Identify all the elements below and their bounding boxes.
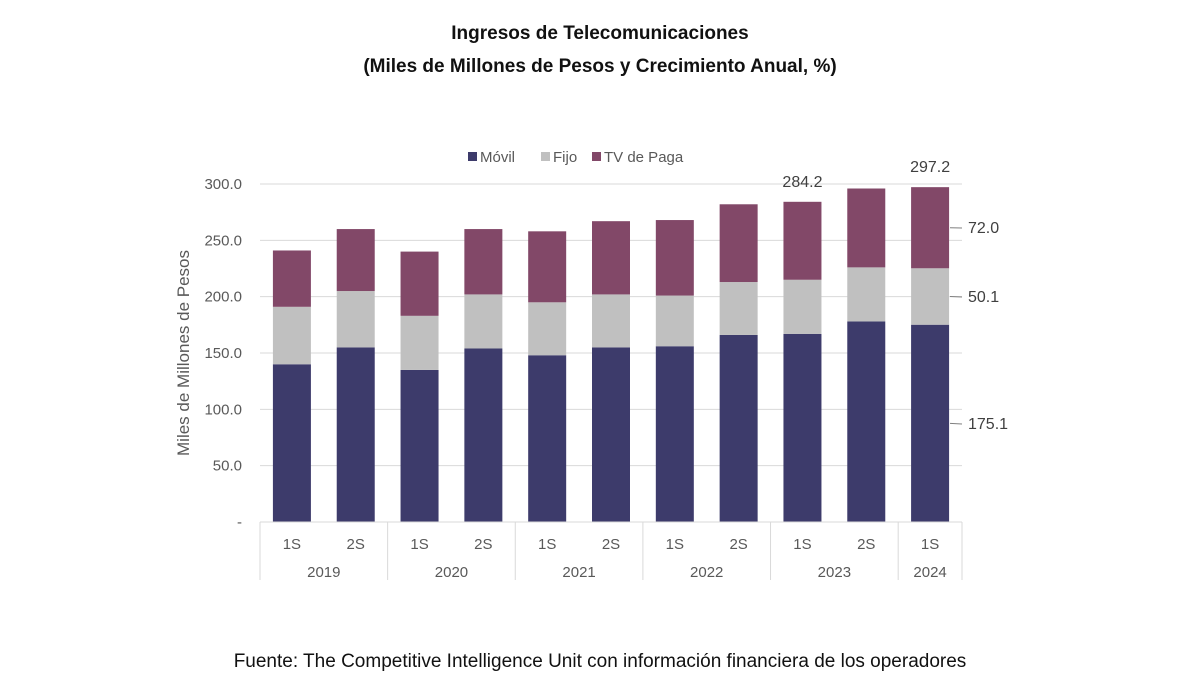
bar-segment-fijo <box>847 267 886 322</box>
x-tick-label: 1S <box>921 536 939 553</box>
year-label: 2020 <box>435 564 468 581</box>
x-tick-label: 2S <box>474 536 492 553</box>
x-tick-label: 2S <box>857 536 875 553</box>
bar-segment-movil <box>400 369 439 522</box>
y-axis-ticks: - 50.0 100.0 150.0 200.0 250.0 300.0 <box>204 176 242 531</box>
x-tick-label: 1S <box>538 536 556 553</box>
y-tick-label: 200.0 <box>204 289 242 306</box>
annotations: 284.2 297.2 175.1 50.1 72.0 <box>782 159 1008 433</box>
bar-segment-movil <box>719 334 758 522</box>
bar-segment-fijo <box>592 294 630 348</box>
bar-segment-tv-de-paga <box>783 201 822 280</box>
legend-label: Fijo <box>553 149 577 166</box>
total-label: 284.2 <box>782 174 822 191</box>
y-tick-label: 150.0 <box>204 345 242 362</box>
bar-segment-movil <box>464 348 503 522</box>
bar-segment-tv-de-paga <box>847 188 886 268</box>
x-tick-label: 1S <box>666 536 684 553</box>
bar-segment-fijo <box>272 306 311 365</box>
bar-segment-tv-de-paga <box>911 187 950 269</box>
year-label: 2023 <box>818 564 851 581</box>
segment-value-label: 175.1 <box>968 416 1008 433</box>
stacked-bar-chart: - 50.0 100.0 150.0 200.0 250.0 300.0 Miles de … <box>174 149 1008 581</box>
bar-segment-movil <box>336 347 375 522</box>
segment-value-label: 50.1 <box>968 289 999 306</box>
x-tick-label: 1S <box>793 536 811 553</box>
year-label: 2024 <box>913 564 946 581</box>
year-label: 2019 <box>307 564 340 581</box>
x-tick-label: 2S <box>602 536 620 553</box>
bar-segment-movil <box>911 324 950 522</box>
bar-segment-tv-de-paga <box>528 231 567 303</box>
y-tick-label: 300.0 <box>204 176 242 193</box>
y-tick-label: 250.0 <box>204 232 242 249</box>
y-tick-label: 100.0 <box>204 401 242 418</box>
x-tick-label: 1S <box>283 536 301 553</box>
bar-segment-tv-de-paga <box>464 229 503 295</box>
bar-segment-fijo <box>783 279 822 334</box>
bar-segment-fijo <box>528 302 567 356</box>
bar-segment-movil <box>528 355 567 522</box>
bar-segment-tv-de-paga <box>592 221 630 295</box>
legend: Móvil Fijo TV de Paga <box>468 149 684 166</box>
legend-swatch <box>592 152 601 161</box>
y-tick-label: 50.0 <box>213 458 242 475</box>
total-label: 297.2 <box>910 159 950 176</box>
y-tick-label: - <box>237 514 242 531</box>
bar-segment-fijo <box>336 291 375 348</box>
bar-segment-fijo <box>655 295 694 347</box>
bar-segment-movil <box>847 321 886 522</box>
chart-title: Ingresos de Telecomunicaciones <box>451 23 749 44</box>
leader-line <box>949 295 963 298</box>
bar-segment-tv-de-paga <box>719 204 758 283</box>
bar-segment-fijo <box>464 294 503 349</box>
y-axis-label: Miles de Millones de Pesos <box>174 250 193 456</box>
source-note: Fuente: The Competitive Intelligence Uni… <box>233 651 967 672</box>
x-tick-label: 2S <box>347 536 365 553</box>
leader-line <box>949 422 963 425</box>
x-tick-label: 2S <box>729 536 747 553</box>
legend-swatch <box>468 152 477 161</box>
legend-swatch <box>541 152 550 161</box>
bar-segment-movil <box>655 346 694 522</box>
year-label: 2021 <box>562 564 595 581</box>
bar-segment-tv-de-paga <box>272 250 311 307</box>
bar-segment-movil <box>592 347 630 522</box>
x-tick-label: 1S <box>410 536 428 553</box>
bar-segment-movil <box>272 364 311 522</box>
bar-segment-tv-de-paga <box>336 229 375 292</box>
bar-segment-movil <box>783 333 822 522</box>
bars <box>272 187 950 522</box>
bar-segment-fijo <box>719 282 758 335</box>
chart-subtitle: (Miles de Millones de Pesos y Crecimient… <box>363 56 837 77</box>
x-axis: 1S 2S 1S 2S 1S 2S 1S 2S 1S 2S 1S 2019 2020 2021 2022 20… <box>259 521 963 581</box>
bar-segment-tv-de-paga <box>655 220 694 296</box>
year-label: 2022 <box>690 564 723 581</box>
legend-label: TV de Paga <box>604 149 684 166</box>
bar-segment-fijo <box>400 315 439 370</box>
legend-label: Móvil <box>480 149 515 166</box>
bar-segment-fijo <box>911 268 950 325</box>
bar-segment-tv-de-paga <box>400 251 439 316</box>
segment-value-label: 72.0 <box>968 220 999 237</box>
